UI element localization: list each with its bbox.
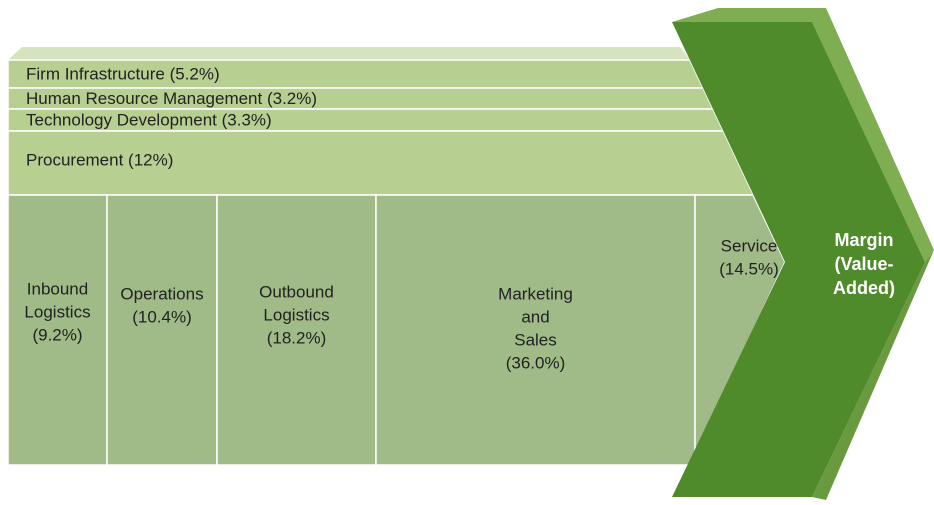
margin-text: (Value- xyxy=(834,254,893,274)
primary-label: and xyxy=(521,307,549,326)
primary-label: (36.0%) xyxy=(506,353,566,372)
primary-label: Inbound xyxy=(27,279,88,298)
primary-label: (9.2%) xyxy=(32,325,82,344)
primary-label: Logistics xyxy=(263,305,329,324)
primary-activities: Inbound Logistics (9.2%) Operations (10.4%) O… xyxy=(7,194,786,466)
top-bevel xyxy=(8,47,690,60)
primary-label: Operations xyxy=(120,284,203,303)
primary-label: (10.4%) xyxy=(132,307,192,326)
support-label: Human Resource Management (3.2%) xyxy=(26,89,317,108)
arrow-bevel-bottom xyxy=(812,250,934,500)
primary-label: (18.2%) xyxy=(267,328,327,347)
margin-text: Margin xyxy=(834,230,893,250)
support-label: Technology Development (3.3%) xyxy=(26,110,272,129)
margin-label: Margin (Value- Added) xyxy=(833,230,895,298)
primary-label: Service xyxy=(721,236,778,255)
primary-column xyxy=(7,194,108,466)
primary-label: Sales xyxy=(514,330,557,349)
support-label: Firm Infrastructure (5.2%) xyxy=(26,64,220,83)
margin-text: Added) xyxy=(833,278,895,298)
support-activities: Firm Infrastructure (5.2%) Human Resource… xyxy=(7,59,755,196)
primary-label: Logistics xyxy=(24,302,90,321)
arrow-bevel xyxy=(672,8,934,262)
primary-label: Marketing xyxy=(498,284,573,303)
primary-column xyxy=(216,194,377,466)
primary-label: (14.5%) xyxy=(719,259,779,278)
primary-label: Outbound xyxy=(259,282,334,301)
support-label: Procurement (12%) xyxy=(26,150,173,169)
primary-column xyxy=(106,194,218,466)
margin-arrow xyxy=(672,22,925,497)
